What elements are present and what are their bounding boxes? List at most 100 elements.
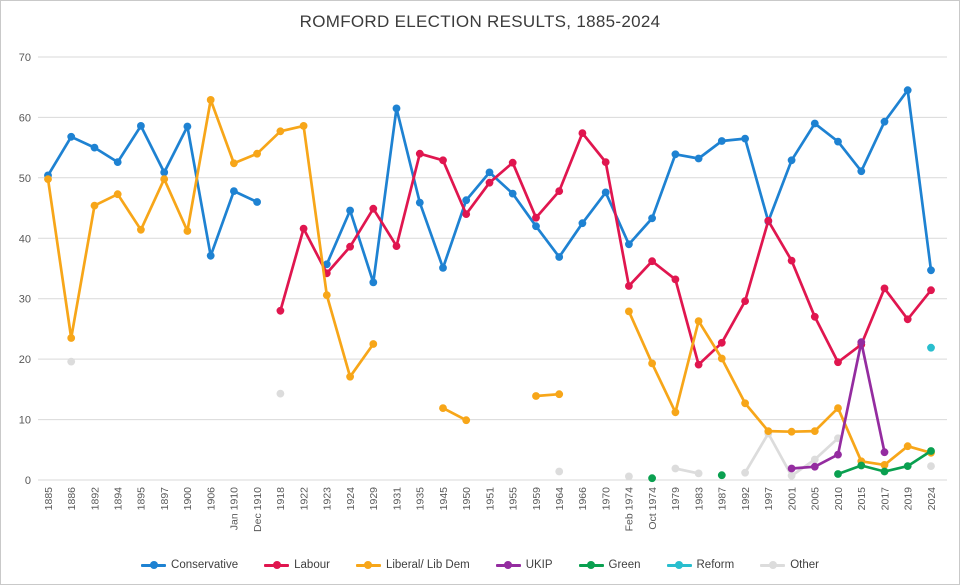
y-tick-label: 0 [25, 475, 31, 487]
legend-marker-green [578, 561, 604, 569]
other-point-1992 [741, 468, 749, 477]
x-tick-label-1900: 1900 [182, 487, 194, 511]
green-series [648, 447, 935, 483]
liberal-lib-dem-point-1959 [532, 392, 540, 400]
x-tick-label-feb-1974: Feb 1974 [624, 487, 636, 532]
x-tick-label-dec-1910: Dec 1910 [252, 487, 264, 532]
legend-marker-liberal-lib-dem [355, 561, 381, 569]
labour-point-1951 [485, 178, 494, 187]
x-tick-label-1970: 1970 [601, 487, 613, 511]
liberal-lib-dem-point-1923 [322, 291, 331, 299]
ukip-point-2015 [857, 338, 866, 347]
x-tick-label-1992: 1992 [740, 487, 752, 511]
conservative-point-feb-1974 [625, 240, 633, 249]
labour-point-1924 [346, 242, 354, 251]
liberal-lib-dem-point-1897 [160, 175, 169, 184]
conservative-point-1935 [415, 198, 424, 207]
legend-marker-dot [504, 561, 513, 569]
liberal-lib-dem-point-feb-1974 [625, 307, 633, 316]
x-tick-label-oct-1974: Oct 1974 [647, 487, 659, 530]
x-tick-label-1983: 1983 [693, 487, 705, 511]
conservative-series [44, 86, 935, 287]
y-tick-label: 60 [19, 112, 31, 124]
liberal-lib-dem-point-1983 [694, 317, 703, 325]
liberal-lib-dem-point-2019 [903, 442, 912, 451]
labour-point-2019 [903, 315, 912, 324]
labour-point-1945 [439, 156, 447, 165]
x-tick-label-1935: 1935 [415, 487, 427, 511]
labour-point-1959 [532, 213, 540, 222]
conservative-point-1979 [671, 150, 680, 159]
x-tick-label-1886: 1886 [66, 487, 78, 511]
legend-marker-ukip [495, 561, 521, 569]
conservative-point-1950 [462, 196, 471, 205]
x-tick-label-1997: 1997 [763, 487, 775, 511]
liberal-lib-dem-point-1892 [90, 201, 99, 210]
conservative-point-1931 [392, 104, 401, 113]
legend-label: Green [608, 559, 641, 571]
legend-marker-dot [149, 561, 158, 569]
labour-point-1997 [764, 216, 773, 225]
liberal-lib-dem-point-1929 [369, 340, 378, 348]
labour-point-1935 [415, 149, 424, 158]
conservative-point-1955 [508, 189, 517, 198]
labour-point-1983 [694, 360, 703, 369]
x-tick-label-1964: 1964 [554, 487, 566, 511]
conservative-point-1892 [90, 143, 99, 152]
labour-point-1987 [717, 338, 726, 347]
green-point-2010 [834, 470, 842, 478]
ukip-point-2010 [834, 450, 842, 459]
liberal-lib-dem-point-2001 [787, 427, 796, 436]
conservative-point-1945 [439, 264, 447, 272]
liberal-lib-dem-point-2005 [810, 427, 819, 435]
reform-point-2024 [927, 343, 935, 352]
liberal-lib-dem-point-1992 [741, 399, 749, 408]
x-tick-label-1894: 1894 [113, 487, 125, 511]
conservative-point-1992 [741, 134, 749, 143]
green-point-2024 [927, 447, 935, 455]
liberal-lib-dem-point-1945 [439, 404, 447, 412]
conservative-point-2015 [857, 167, 866, 176]
x-tick-label-1959: 1959 [531, 487, 543, 511]
x-tick-label-2019: 2019 [903, 487, 915, 511]
x-tick-label-1929: 1929 [368, 487, 380, 511]
legend-label: Conservative [171, 559, 239, 571]
other-point-feb-1974 [625, 472, 633, 481]
legend-item-ukip: UKIP [495, 559, 553, 571]
x-tick-label-2010: 2010 [833, 487, 845, 511]
ukip-series [787, 338, 889, 473]
reform-series [927, 343, 935, 352]
legend-marker-reform [666, 561, 692, 569]
labour-point-oct-1974 [648, 257, 656, 266]
legend-item-green: Green [578, 559, 641, 571]
other-point-2001 [787, 471, 796, 480]
labour-point-2010 [834, 358, 842, 367]
conservative-point-dec-1910 [253, 198, 261, 206]
conservative-point-1970 [601, 188, 610, 197]
x-tick-label-1906: 1906 [206, 487, 218, 511]
liberal-lib-dem-point-jan-1910 [230, 159, 238, 168]
liberal-lib-dem-point-1900 [183, 227, 192, 235]
y-tick-label: 50 [19, 173, 31, 185]
x-tick-label-2015: 2015 [856, 487, 868, 511]
x-tick-label-1923: 1923 [322, 487, 334, 511]
ukip-point-2017 [880, 448, 889, 457]
x-tick-label-1945: 1945 [438, 487, 450, 511]
labour-point-2005 [810, 312, 819, 321]
x-tick-label-1897: 1897 [159, 487, 171, 511]
legend-item-labour: Labour [264, 559, 330, 571]
y-tick-label: 20 [19, 354, 31, 366]
x-tick-label-1931: 1931 [391, 487, 403, 511]
conservative-point-1987 [717, 137, 726, 145]
labour-series [276, 129, 935, 369]
labour-point-2017 [880, 284, 889, 293]
x-tick-label-1951: 1951 [484, 487, 496, 511]
labour-point-1992 [741, 297, 749, 305]
labour-point-2001 [787, 256, 796, 265]
legend-item-reform: Reform [666, 559, 734, 571]
legend-marker-other [760, 561, 786, 569]
green-point-2017 [880, 467, 889, 476]
labour-point-1979 [671, 275, 680, 284]
